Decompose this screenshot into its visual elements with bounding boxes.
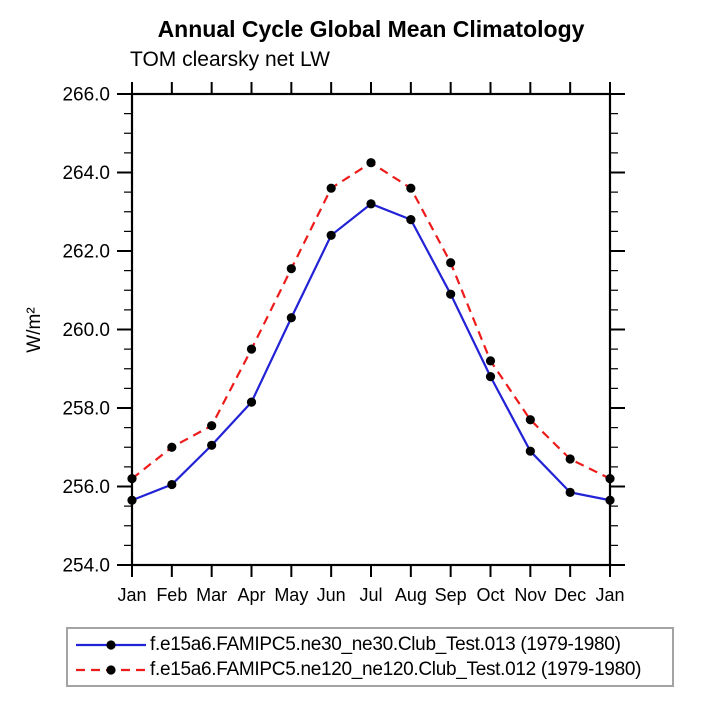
y-tick-label: 264.0 xyxy=(62,163,110,184)
data-point-marker xyxy=(485,372,496,382)
data-point-marker xyxy=(565,454,575,464)
data-point-marker xyxy=(167,479,177,490)
legend-item: f.e15a6.FAMIPC5.ne30_ne30.Club_Test.013 … xyxy=(74,632,670,657)
x-tick-label: May xyxy=(274,585,308,605)
series-line-0 xyxy=(131,202,611,502)
data-point-marker xyxy=(525,446,535,456)
y-tick-label: 258.0 xyxy=(62,399,110,420)
x-tick-label: Feb xyxy=(156,585,187,605)
data-point-marker xyxy=(246,397,257,407)
data-point-marker xyxy=(366,158,376,168)
legend-label: f.e15a6.FAMIPC5.ne120_ne120.Club_Test.01… xyxy=(150,658,642,680)
data-point-marker xyxy=(326,183,336,193)
data-point-marker xyxy=(207,440,217,450)
data-point-marker xyxy=(127,495,137,505)
x-tick-label: Oct xyxy=(476,585,504,605)
data-point-marker xyxy=(246,344,257,354)
y-tick-label: 266.0 xyxy=(62,85,110,106)
data-point-marker xyxy=(406,215,416,225)
legend: f.e15a6.FAMIPC5.ne30_ne30.Club_Test.013 … xyxy=(66,627,674,687)
x-tick-label: Sep xyxy=(435,585,467,605)
y-tick-label: 254.0 xyxy=(62,556,110,577)
x-tick-label: Jun xyxy=(317,585,346,605)
legend-line-sample-dashed xyxy=(76,664,146,675)
data-point-marker xyxy=(525,415,535,425)
data-point-marker xyxy=(485,356,496,366)
x-tick-label: Mar xyxy=(196,585,227,605)
data-point-marker xyxy=(446,289,456,299)
x-tick-label: Jul xyxy=(359,585,382,605)
y-tick-label: 262.0 xyxy=(62,242,110,263)
data-point-marker xyxy=(366,199,376,209)
line-chart: 254.0 256.0 258.0 260.0 262.0 264.0 266.0 Jan Fe… xyxy=(24,82,625,605)
data-series-layer xyxy=(127,158,615,505)
chart-subtitle: TOM clearsky net LW xyxy=(130,48,330,71)
legend-sample-marker xyxy=(106,639,116,650)
legend-sample-marker xyxy=(106,664,116,675)
data-point-marker xyxy=(127,474,137,484)
chart-title: Annual Cycle Global Mean Climatology xyxy=(157,16,585,42)
legend-item: f.e15a6.FAMIPC5.ne120_ne120.Club_Test.01… xyxy=(74,657,670,682)
x-tick-label: Aug xyxy=(395,585,427,605)
series-line-1 xyxy=(131,161,611,480)
y-tick-label: 260.0 xyxy=(62,320,110,341)
data-point-marker xyxy=(326,230,336,240)
legend-line-sample-solid xyxy=(76,639,146,650)
legend-label: f.e15a6.FAMIPC5.ne30_ne30.Club_Test.013 … xyxy=(150,633,621,655)
data-point-marker xyxy=(446,258,456,268)
data-point-marker xyxy=(605,495,615,505)
x-tick-label: Jan xyxy=(117,585,146,605)
y-tick-label: 256.0 xyxy=(62,477,110,498)
x-tick-label: Nov xyxy=(514,585,546,605)
data-point-marker xyxy=(286,264,296,274)
x-tick-label: Apr xyxy=(237,585,265,605)
data-point-marker xyxy=(207,421,217,431)
x-tick-label: Dec xyxy=(554,585,586,605)
data-point-marker xyxy=(286,313,296,323)
axes-layer: 254.0 256.0 258.0 260.0 262.0 264.0 266.0 Jan Fe… xyxy=(62,82,625,605)
data-point-marker xyxy=(565,487,575,497)
data-point-marker xyxy=(406,183,416,193)
data-point-marker xyxy=(167,442,177,452)
y-axis-title: W/m² xyxy=(24,307,45,352)
data-point-marker xyxy=(605,474,615,484)
x-tick-label: Jan xyxy=(595,585,624,605)
